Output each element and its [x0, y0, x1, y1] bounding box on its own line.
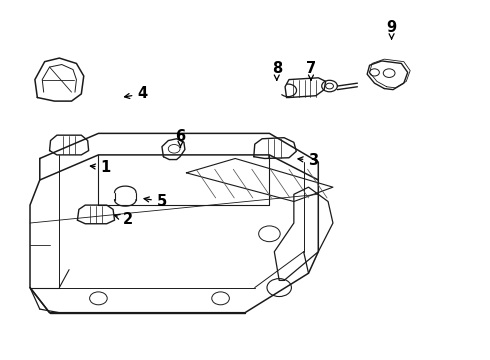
- Text: 6: 6: [175, 130, 186, 147]
- Text: 5: 5: [144, 194, 167, 209]
- Text: 7: 7: [306, 61, 316, 80]
- Text: 9: 9: [387, 20, 396, 39]
- Text: 2: 2: [115, 212, 133, 227]
- Text: 4: 4: [124, 86, 147, 102]
- Text: 1: 1: [90, 160, 111, 175]
- Text: 3: 3: [298, 153, 319, 168]
- Text: 8: 8: [271, 61, 282, 80]
